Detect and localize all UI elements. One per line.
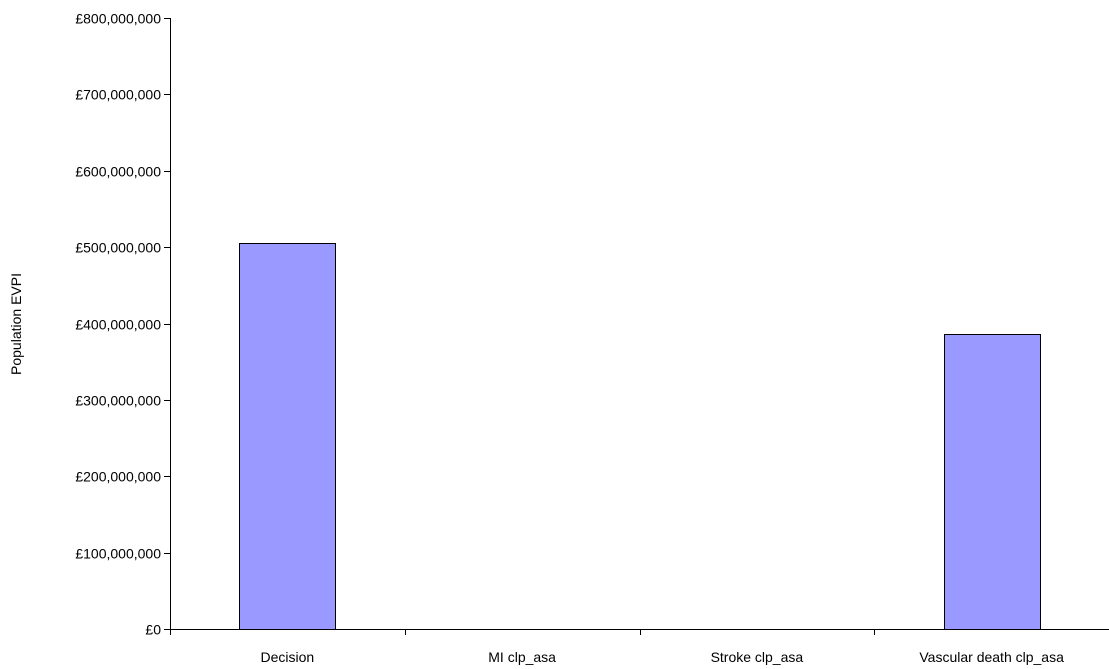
- y-tick-label: £600,000,000: [75, 164, 161, 180]
- y-tick-label: £800,000,000: [75, 11, 161, 27]
- y-tick-label: £200,000,000: [75, 469, 161, 485]
- y-tick-label: £700,000,000: [75, 87, 161, 103]
- bar-decision: [239, 243, 336, 630]
- x-tick-label: MI clp_asa: [488, 649, 556, 665]
- x-tick-label: Stroke clp_asa: [711, 649, 804, 665]
- x-tick-label: Decision: [261, 649, 315, 665]
- y-tick-label: £500,000,000: [75, 240, 161, 256]
- y-axis-title: Population EVPI: [8, 273, 24, 375]
- y-tick-label: £0: [145, 622, 161, 638]
- bar-vascular-death-clp-asa: [944, 334, 1041, 630]
- y-tick-label: £300,000,000: [75, 393, 161, 409]
- y-tick-label: £100,000,000: [75, 546, 161, 562]
- y-axis-tick-labels: £0 £100,000,000 £200,000,000 £300,000,000 £4…: [75, 11, 161, 638]
- x-axis-tick-labels: Decision MI clp_asa Stroke clp_asa Vascular…: [261, 649, 1065, 665]
- x-tick-label: Vascular death clp_asa: [919, 649, 1064, 665]
- y-tick-label: £400,000,000: [75, 317, 161, 333]
- y-axis-ticks: [164, 18, 170, 630]
- bars: [239, 243, 1041, 630]
